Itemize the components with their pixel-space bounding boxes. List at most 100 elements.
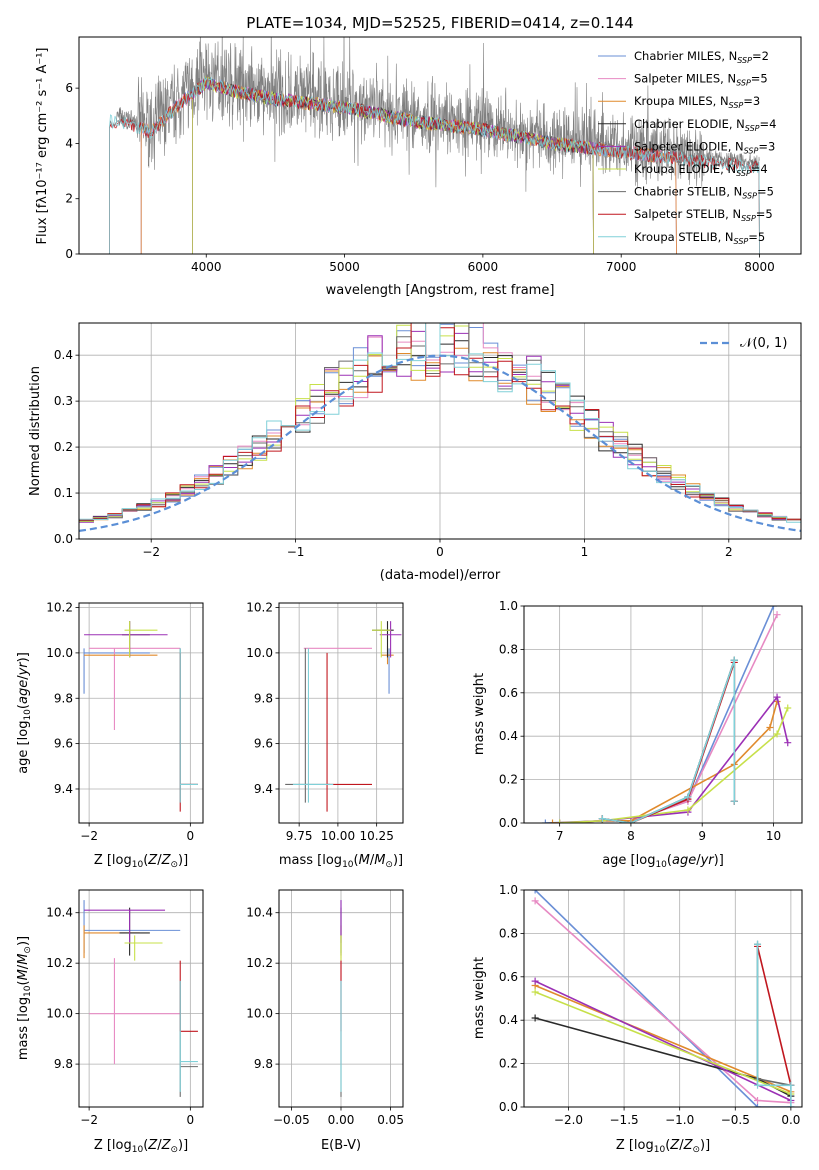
mass-age-xtick-label: 9.75 — [286, 829, 313, 843]
z-weight-point-marker — [754, 940, 762, 948]
z-weight-series-line — [534, 991, 792, 1095]
age-weight-point-marker — [773, 611, 781, 619]
age-weight-ytick-label: 0.4 — [499, 729, 518, 743]
mass-age-axes-frame — [278, 602, 404, 824]
legend-subscript: SSP — [734, 237, 749, 246]
z-weight-ytick-label: 0.2 — [499, 1057, 518, 1071]
residual-histogram — [79, 323, 801, 525]
age-weight-xtick-label: 10 — [766, 829, 781, 843]
z-mass-xtick-label: −2 — [80, 1113, 98, 1127]
mass-age-ytick-label: 10.2 — [246, 601, 273, 615]
legend-entry: Kroupa ELODIE, NSSP=4 — [634, 162, 768, 178]
legend-value: =2 — [752, 49, 769, 63]
ebv-mass-xtick-label: 0.05 — [377, 1113, 404, 1127]
legend-subscript: SSP — [736, 169, 751, 178]
age-weight-ytick-label: 0.2 — [499, 773, 518, 787]
ebv-mass-xlabel: E(B-V) — [321, 1138, 361, 1153]
z-weight-ylabel: mass weight — [472, 957, 487, 1039]
figure-title: PLATE=1034, MJD=52525, FIBERID=0414, z=0… — [246, 14, 633, 32]
age-weight-point-marker — [627, 819, 635, 823]
spectrum-ytick-label: 6 — [65, 81, 73, 95]
z-weight-xtick-label: −2.0 — [554, 1113, 583, 1127]
spectrum-xtick-label: 6000 — [468, 260, 499, 274]
z-weight-ytick-label: 0.0 — [499, 1100, 518, 1114]
age-weight-xtick-label: 8 — [627, 829, 635, 843]
mass-age-ytick-label: 9.6 — [254, 737, 273, 751]
z-weight-xtick-label: −1.5 — [610, 1113, 639, 1127]
residuals-xtick-label: −1 — [287, 545, 305, 559]
mass-age-ytick-label: 10.0 — [246, 646, 273, 660]
legend-entry: Salpeter ELODIE, NSSP=3 — [634, 139, 775, 155]
residuals-ytick-label: 0.2 — [54, 440, 73, 454]
z-weight-xtick-label: 0.0 — [781, 1113, 800, 1127]
z-weight-point-marker — [531, 897, 539, 905]
age-weight-ytick-label: 0.0 — [499, 816, 518, 830]
z-weight-point-marker — [754, 1081, 762, 1089]
age-weight-point-marker — [684, 793, 692, 801]
z-weight-xtick-label: −1.0 — [665, 1113, 694, 1127]
z-age-axes-frame — [78, 602, 204, 824]
z-weight-point-marker — [531, 1014, 539, 1022]
ebv-mass-panel: −0.05 0.00 0.05 9.8 10.0 10.2 10.4 E(B-V) — [246, 889, 404, 1153]
legend-entry: Chabrier MILES, NSSP=2 — [634, 49, 769, 65]
age-weight-series-line — [602, 662, 736, 823]
ebv-mass-ytick-label: 10.0 — [246, 1007, 273, 1021]
spectrum-model-line — [109, 76, 760, 254]
z-mass-xlabel: Z [log10(Z/Z⊙)] — [94, 1138, 188, 1155]
z-weight-series-line — [534, 984, 792, 1093]
age-weight-point-marker — [684, 806, 692, 814]
z-weight-panel: −2.0 −1.5 −1.0 −0.5 0.0 0.0 0.2 0.4 0.6 0.8 1.0 Z … — [472, 883, 803, 1155]
spectrum-ytick-label: 2 — [65, 192, 73, 206]
z-mass-ylabel: mass [log10(M/M⊙)] — [16, 936, 33, 1060]
z-mass-ytick-label: 10.0 — [46, 1007, 73, 1021]
z-mass-panel: −2 0 9.8 10.0 10.2 10.4 Z [log10(Z/Z⊙)] mass … — [16, 889, 204, 1155]
residuals-axes-frame — [78, 322, 802, 540]
spectrum-legend: Chabrier MILES, NSSP=2 Salpeter MILES, NS… — [598, 49, 776, 246]
age-weight-point-marker — [773, 730, 781, 738]
legend-subscript: SSP — [744, 146, 759, 155]
age-weight-xtick-label: 7 — [556, 829, 564, 843]
legend-entry: Kroupa STELIB, NSSP=5 — [634, 230, 765, 246]
age-weight-ytick-label: 1.0 — [499, 599, 518, 613]
z-mass-axes-frame — [78, 889, 204, 1108]
z-age-xtick-label: −2 — [80, 829, 98, 843]
age-weight-panel: 7 8 9 10 0.0 0.2 0.4 0.6 0.8 1.0 age [log10(age/y… — [472, 599, 803, 870]
legend-subscript: SSP — [741, 214, 756, 223]
z-weight-xlabel: Z [log10(Z/Z⊙)] — [616, 1138, 710, 1155]
age-weight-point-marker — [556, 819, 564, 823]
age-weight-point-marker — [773, 693, 781, 701]
age-weight-point-marker — [549, 819, 557, 823]
legend-subscript: SSP — [736, 79, 751, 88]
age-weight-ytick-label: 0.8 — [499, 642, 518, 656]
z-weight-ytick-label: 0.6 — [499, 970, 518, 984]
legend-subscript: SSP — [745, 124, 760, 133]
ebv-mass-ytick-label: 10.4 — [246, 906, 273, 920]
age-weight-point-marker — [784, 739, 792, 747]
spectrum-panel: 4000 5000 6000 7000 8000 0 2 4 6 wavelength [Ang… — [35, 36, 802, 298]
age-weight-series-line — [545, 606, 775, 823]
z-weight-point-marker — [531, 890, 539, 894]
age-weight-point-marker — [730, 656, 738, 664]
legend-entry: Chabrier STELIB, NSSP=5 — [634, 185, 774, 201]
z-weight-axes-frame — [523, 889, 803, 1108]
mass-age-xtick-label: 10.25 — [359, 829, 393, 843]
residuals-ytick-label: 0.1 — [54, 486, 73, 500]
mass-age-xlabel: mass [log10(M/M⊙)] — [279, 853, 403, 870]
z-age-ytick-label: 9.6 — [54, 737, 73, 751]
spectrum-model-line — [109, 77, 760, 254]
age-weight-xlabel: age [log10(age/yr)] — [602, 853, 724, 870]
residuals-ytick-label: 0.0 — [54, 532, 73, 546]
age-weight-axes-frame — [523, 605, 803, 824]
z-weight-point-marker — [754, 1103, 762, 1107]
ebv-mass-axes-frame — [278, 889, 404, 1108]
residuals-legend: 𝒩(0, 1) — [700, 336, 787, 351]
mass-age-ytick-label: 9.4 — [254, 782, 273, 796]
spectrum-xtick-label: 4000 — [191, 260, 222, 274]
z-age-ytick-label: 9.8 — [54, 691, 73, 705]
spectrum-axes-frame — [78, 36, 802, 255]
z-mass-ytick-label: 9.8 — [54, 1057, 73, 1071]
z-weight-series-line — [756, 946, 792, 1086]
residuals-xtick-label: −2 — [142, 545, 160, 559]
age-weight-ylabel: mass weight — [472, 673, 487, 755]
